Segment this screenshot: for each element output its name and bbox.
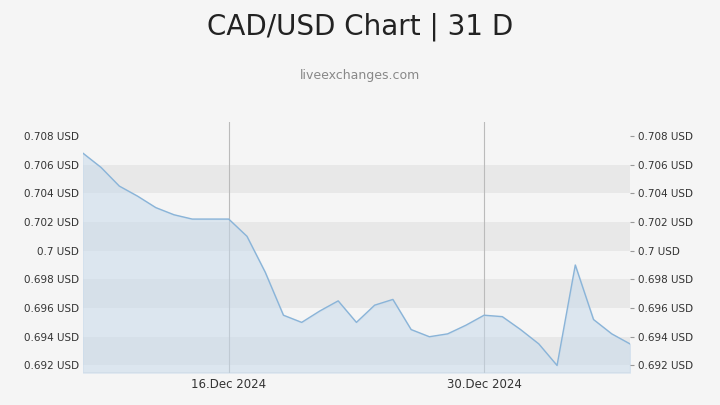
- Text: liveexchanges.com: liveexchanges.com: [300, 69, 420, 82]
- Bar: [83, 337, 630, 365]
- Bar: [83, 251, 630, 279]
- Bar: [83, 279, 630, 308]
- Bar: [83, 308, 630, 337]
- Bar: [83, 222, 630, 251]
- Bar: [83, 136, 630, 164]
- Text: CAD/USD Chart | 31 D: CAD/USD Chart | 31 D: [207, 12, 513, 40]
- Bar: [83, 193, 630, 222]
- Bar: [83, 164, 630, 193]
